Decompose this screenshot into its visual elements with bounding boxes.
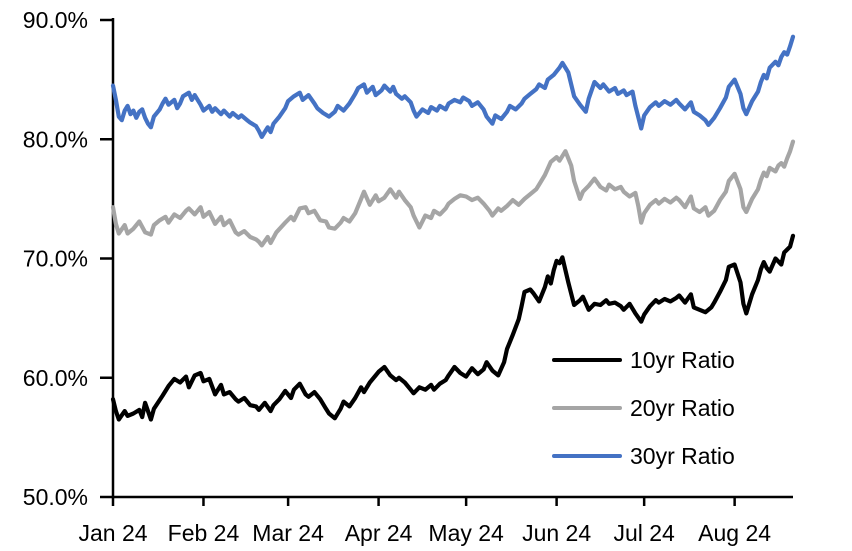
x-tick-label: Mar 24 (252, 520, 324, 546)
y-tick-label: 50.0% (23, 484, 88, 510)
x-tick-label: Aug 24 (698, 520, 771, 546)
x-tick-label: Feb 24 (168, 520, 240, 546)
x-tick-label: Jan 24 (78, 520, 147, 546)
x-tick-label: Jun 24 (522, 520, 591, 546)
y-tick-label: 90.0% (23, 7, 88, 33)
x-tick-label: May 24 (428, 520, 504, 546)
series-line-30yr-ratio (110, 34, 796, 139)
legend-item-10yr-ratio: 10yr Ratio (552, 336, 735, 384)
x-tick-label: Apr 24 (345, 520, 413, 546)
legend-item-20yr-ratio: 20yr Ratio (552, 384, 735, 432)
y-tick-label: 70.0% (23, 246, 88, 272)
series-line-20yr-ratio (110, 139, 796, 248)
legend: 10yr Ratio 20yr Ratio 30yr Ratio (552, 336, 735, 480)
series-line-10yr-ratio (110, 233, 796, 422)
x-tick-label: Jul 24 (613, 520, 675, 546)
legend-line-swatch-gray (552, 406, 622, 410)
legend-line-swatch-blue (552, 454, 622, 458)
legend-item-30yr-ratio: 30yr Ratio (552, 432, 735, 480)
y-tick-label: 60.0% (23, 365, 88, 391)
legend-line-swatch-black (552, 358, 622, 362)
legend-label: 10yr Ratio (630, 346, 735, 373)
legend-label: 30yr Ratio (630, 442, 735, 469)
legend-label: 20yr Ratio (630, 394, 735, 421)
y-tick-label: 80.0% (23, 126, 88, 152)
